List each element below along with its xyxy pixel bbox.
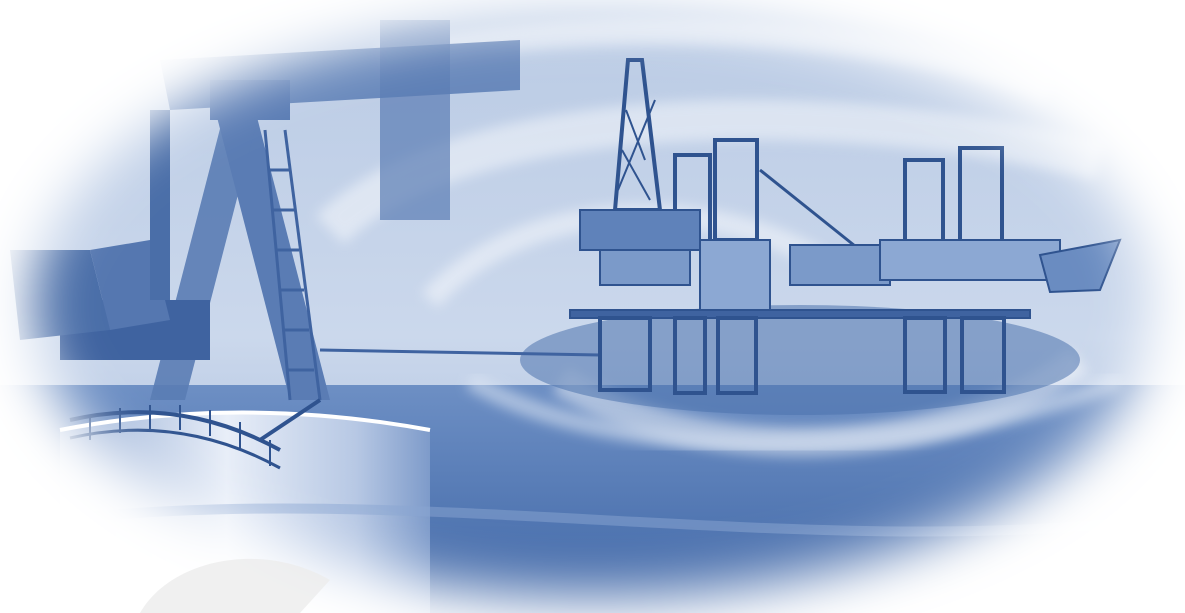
pale-arc [140,558,330,613]
ladder [263,129,601,401]
sea-swirl [465,371,1124,453]
offshore-rig-main [569,58,1031,395]
offshore-rig-right [879,146,1122,394]
dark-swirl [520,305,1080,415]
wave [59,503,1151,537]
pumpjack [10,20,520,400]
